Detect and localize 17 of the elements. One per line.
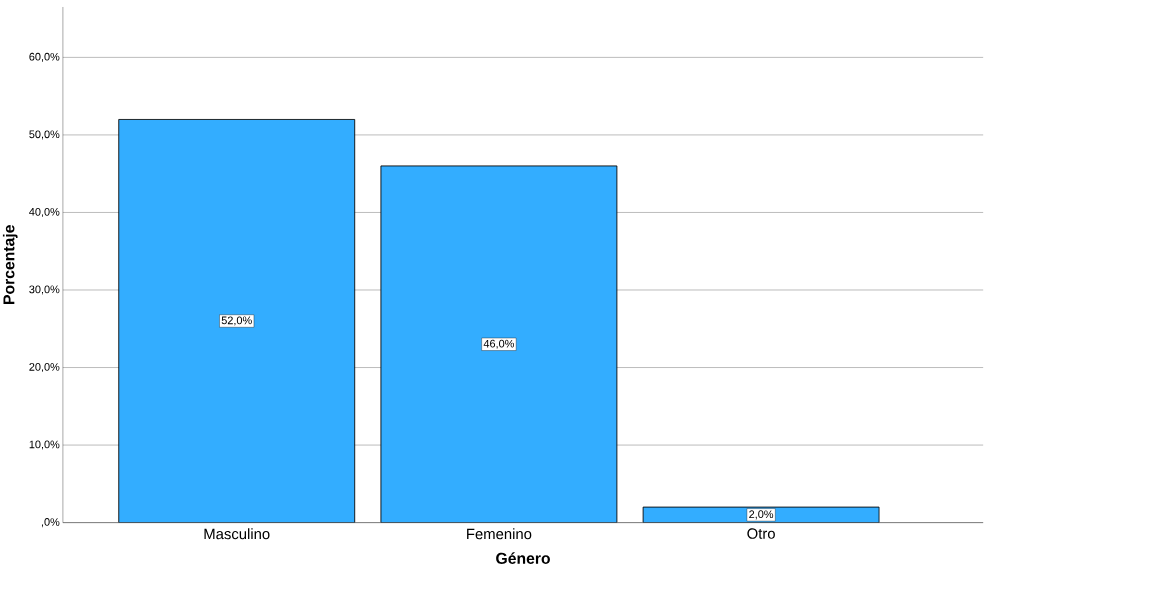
x-tick-label: Femenino <box>467 528 532 540</box>
x-tick-label: Masculino <box>204 528 270 540</box>
y-tick-label: ,0% <box>41 517 60 527</box>
x-tick-label: Otro <box>747 528 775 539</box>
y-tick-label: 40,0% <box>29 207 60 217</box>
y-tick-label: 60,0% <box>29 52 60 62</box>
x-axis-title: Género <box>496 552 550 564</box>
y-axis-title: Porcentaje <box>2 224 18 304</box>
bar <box>380 165 618 523</box>
y-tick-label: 30,0% <box>29 285 60 295</box>
y-tick-label: 10,0% <box>29 440 60 450</box>
data-label: 46,0% <box>483 339 514 349</box>
data-label: 52,0% <box>221 316 252 326</box>
bar <box>118 118 356 523</box>
y-tick-label: 20,0% <box>29 362 60 372</box>
data-label: 2,0% <box>749 510 774 520</box>
y-tick-label: 50,0% <box>29 130 60 140</box>
